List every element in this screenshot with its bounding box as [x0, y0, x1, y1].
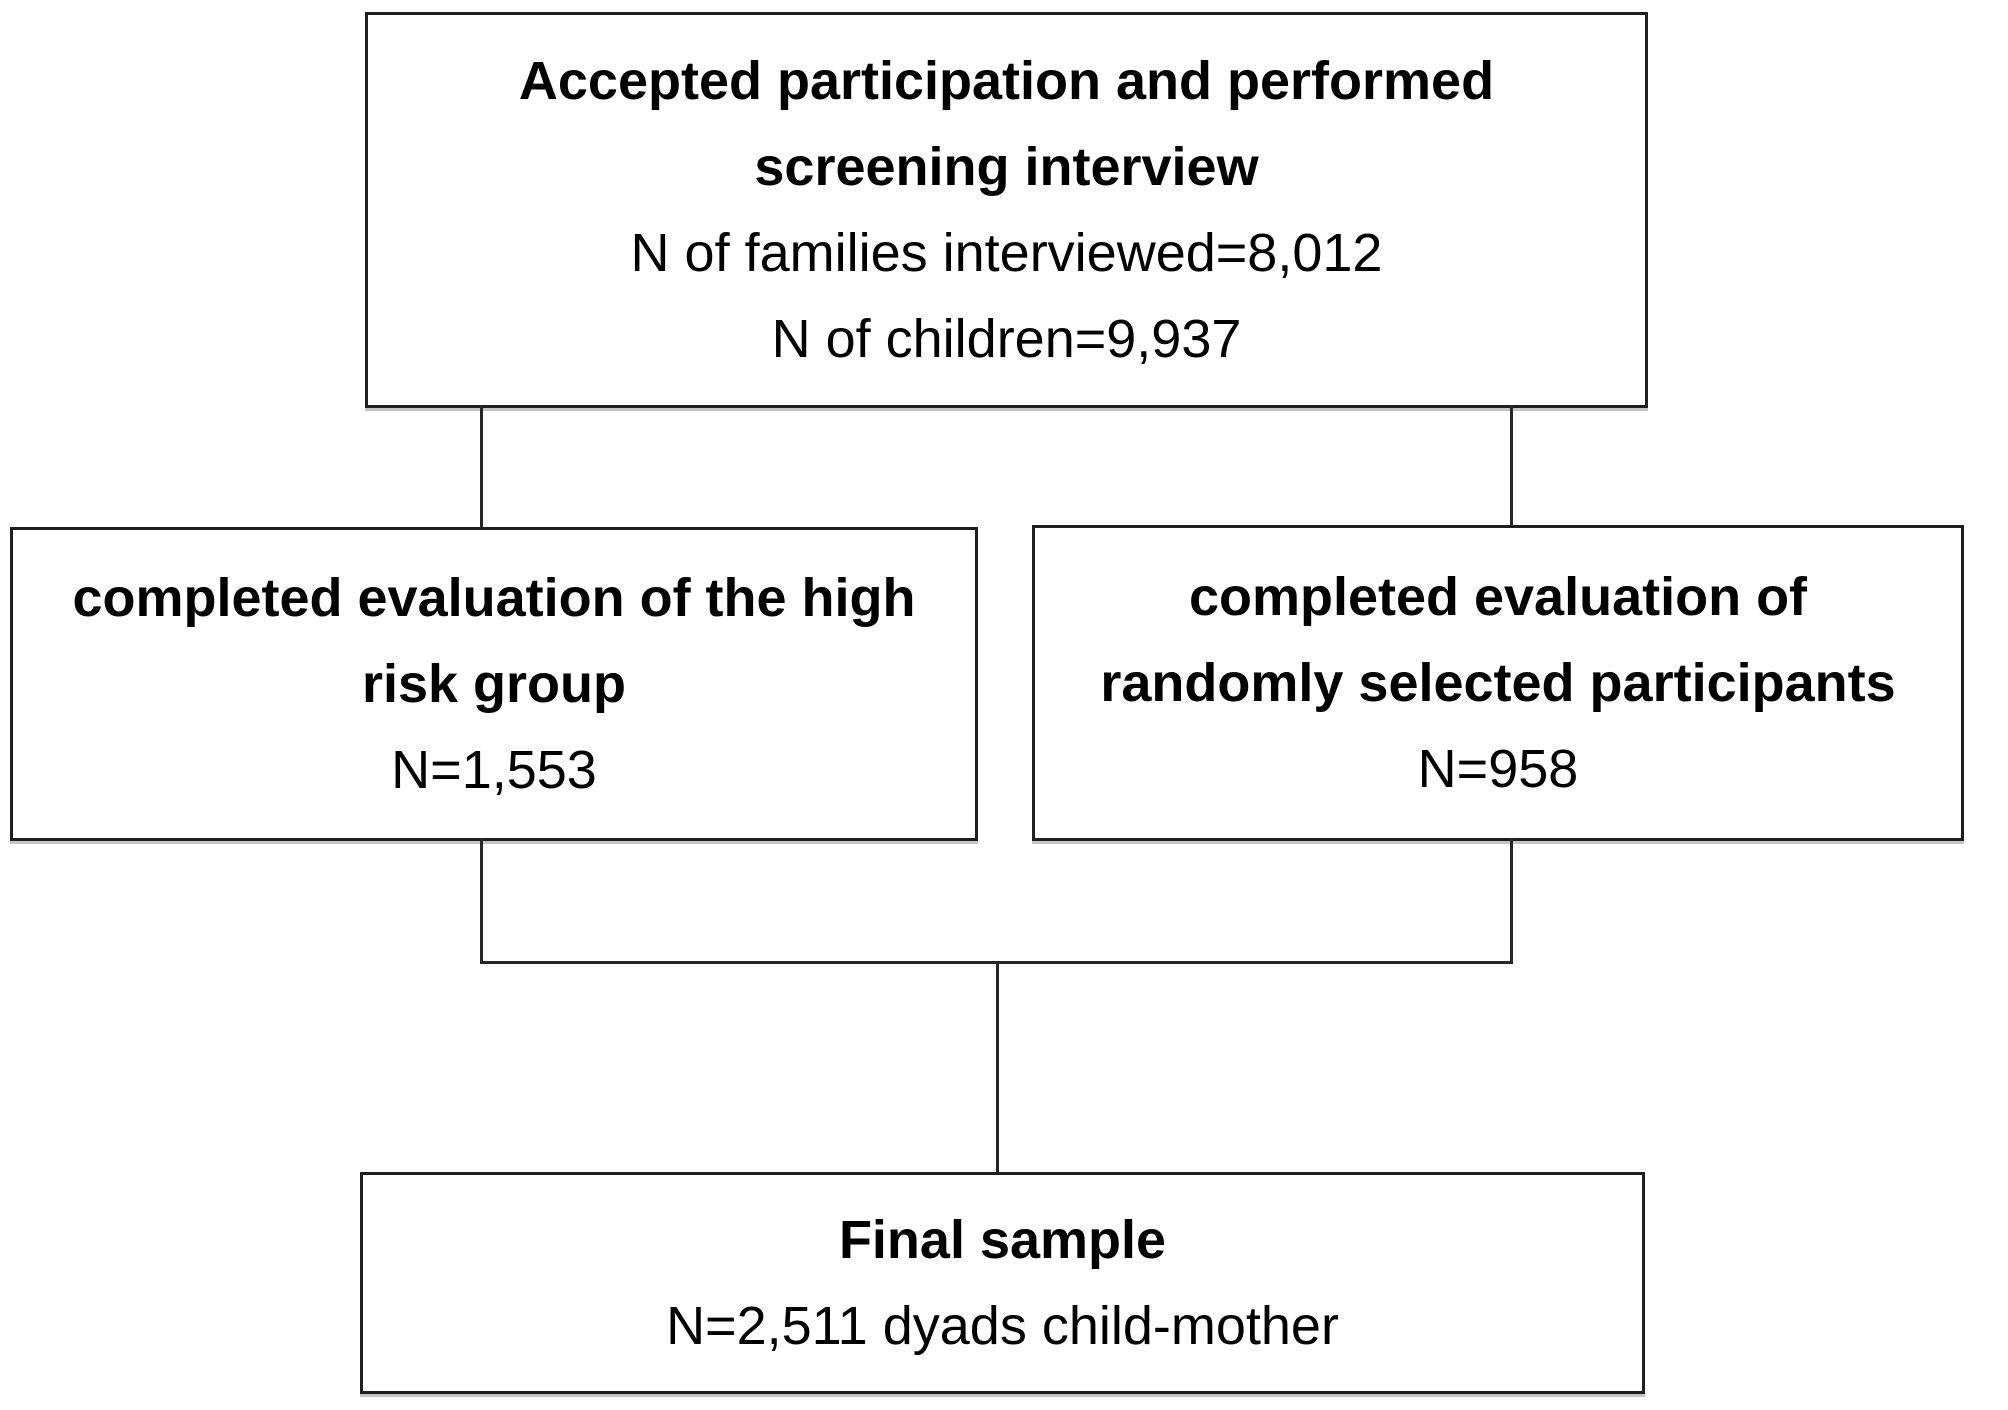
high-risk-title-line1: completed evaluation of the high [72, 568, 916, 628]
screening-title-line2: screening interview [754, 137, 1259, 197]
final-sample-box: Final sample N=2,511 dyads child-mother [360, 1172, 1645, 1394]
connector-merge-to-final [996, 961, 999, 1175]
high-risk-box: completed evaluation of the high risk gr… [10, 527, 978, 841]
final-sample-title: Final sample [838, 1210, 1167, 1270]
random-title-line1: completed evaluation of [1188, 567, 1808, 627]
random-title-line2: randomly selected participants [1100, 653, 1896, 713]
screening-families-count: N of families interviewed=8,012 [630, 223, 1383, 283]
connector-screening-to-random [1510, 405, 1513, 530]
final-sample-count: N=2,511 dyads child-mother [666, 1296, 1339, 1356]
high-risk-title-line2: risk group [361, 654, 627, 714]
connector-random-to-merge [1510, 838, 1513, 964]
random-count: N=958 [1417, 739, 1579, 799]
screening-box: Accepted participation and performed scr… [365, 12, 1648, 408]
high-risk-count: N=1,553 [391, 740, 597, 800]
connector-highrisk-to-merge [480, 838, 483, 964]
random-sample-box: completed evaluation of randomly selecte… [1032, 525, 1964, 841]
screening-children-count: N of children=9,937 [771, 309, 1242, 369]
screening-title-line1: Accepted participation and performed [518, 51, 1495, 111]
connector-screening-to-highrisk [480, 405, 483, 530]
